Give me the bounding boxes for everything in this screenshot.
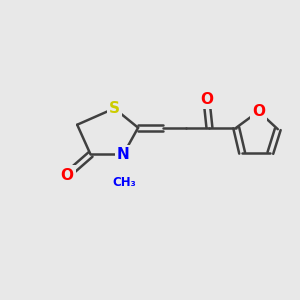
Text: O: O [200, 92, 213, 107]
Text: S: S [109, 101, 120, 116]
Text: N: N [117, 147, 130, 162]
Text: CH₃: CH₃ [113, 176, 136, 189]
Text: O: O [60, 168, 73, 183]
Text: O: O [252, 104, 265, 119]
